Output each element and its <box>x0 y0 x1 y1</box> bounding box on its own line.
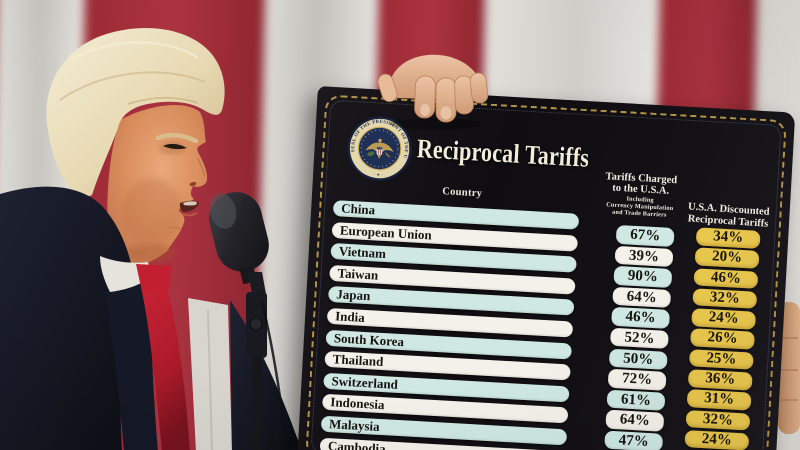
tie-knot <box>136 264 172 292</box>
discounted-value-pill: 31% <box>686 389 752 411</box>
charged-value-pill: 64% <box>612 286 672 309</box>
microphone <box>209 192 289 450</box>
thumb <box>378 73 398 102</box>
trump-eyebrow <box>155 132 199 144</box>
discounted-value-pill: 25% <box>688 348 754 370</box>
tariff-board: SEAL OF THE PRESIDENT OF THE UNITED STAT… <box>296 86 796 450</box>
charged-value-pill: 72% <box>607 368 667 391</box>
holding-hand-top <box>378 54 489 130</box>
discounted-value-pill: 24% <box>691 308 757 330</box>
charged-value-pill: 64% <box>605 409 665 432</box>
discounted-value-pill: 32% <box>685 409 751 431</box>
discounted-value-pill: 20% <box>694 247 760 269</box>
charged-value-pill: 52% <box>609 327 669 350</box>
hair-strand <box>127 96 199 105</box>
jaw-shadow <box>126 244 174 262</box>
trump-hair <box>46 28 225 197</box>
chin-crease <box>167 226 183 231</box>
presidential-seal: SEAL OF THE PRESIDENT OF THE UNITED STAT… <box>347 116 412 181</box>
charged-value-pill: 67% <box>615 224 675 247</box>
nose-shading <box>197 157 206 177</box>
suit-lapel <box>104 266 158 450</box>
seal-stars: · ✦ · <box>373 172 383 179</box>
charged-value-pill: 47% <box>604 430 664 450</box>
discounted-value-pill: 46% <box>693 267 759 289</box>
charged-value-pill: 50% <box>608 348 668 370</box>
fingernail <box>440 106 452 120</box>
discounted-value-pill: 26% <box>690 328 755 350</box>
seal-eagle <box>365 138 394 159</box>
supporting-hand-right <box>778 302 800 434</box>
shirt-crease <box>207 309 213 450</box>
lower-lip <box>180 212 198 217</box>
red-tie <box>142 292 190 450</box>
trump-eye <box>163 143 187 150</box>
mic-mount <box>248 272 266 294</box>
discounted-value-pill: 36% <box>687 369 753 391</box>
mic-stand-pole <box>252 356 261 450</box>
mic-clutch-knob <box>249 317 263 331</box>
hair-strand <box>59 71 206 101</box>
discounted-column: 34% 20% 46% 32% 24% 26% 25% 36% 31% 32% 24% <box>683 227 761 450</box>
discounted-value-pill: 32% <box>692 288 758 310</box>
trump-figure <box>0 28 303 450</box>
mic-cable <box>260 301 289 450</box>
discounted-value-pill: 34% <box>695 227 761 249</box>
finger <box>414 75 436 119</box>
charged-value-pill: 39% <box>614 245 674 268</box>
charged-value-pill: 46% <box>611 307 671 329</box>
cheek-shading <box>122 178 182 246</box>
charged-value-pill: 61% <box>606 389 666 412</box>
country-column: China European Union Vietnam Taiwan Japan Ind… <box>319 200 580 450</box>
charged-value-pill: 90% <box>613 266 673 288</box>
fingernail <box>420 104 430 116</box>
teeth <box>183 201 197 206</box>
suit-jacket <box>0 186 132 450</box>
finger <box>469 72 489 104</box>
nostril <box>189 181 197 187</box>
hair-strand <box>69 41 199 62</box>
discounted-value-pill: 24% <box>684 430 750 450</box>
